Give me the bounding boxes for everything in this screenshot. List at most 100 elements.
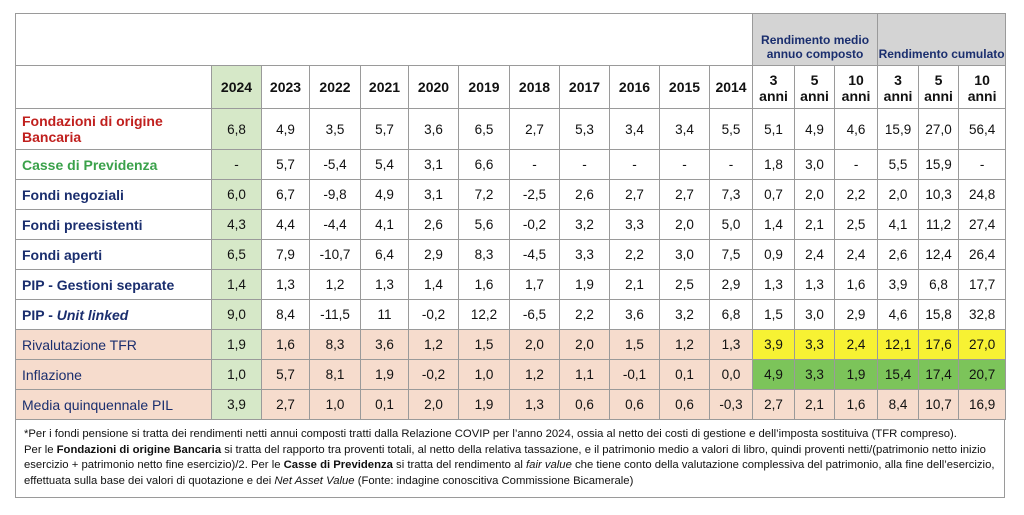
table-cell: 4,6	[877, 299, 920, 330]
table-cell: 1,6	[458, 269, 510, 300]
table-cell: 1,6	[261, 329, 310, 360]
table-cell: 17,7	[958, 269, 1007, 300]
footnote-casse: Casse di Previdenza	[283, 459, 393, 472]
row-label: Fondi aperti	[15, 239, 212, 270]
table-row: Inflazione 1,0 5,7 8,1 1,9 -0,2 1,0 1,2 1,1 -0,1 0…	[15, 359, 1007, 390]
table-cell: 0,0	[708, 359, 754, 390]
table-cell: 3,1	[408, 179, 459, 210]
table-cell: 2,2	[559, 299, 610, 330]
row-label: Rivalutazione TFR	[15, 329, 212, 360]
table-cell: 8,1	[309, 359, 361, 390]
table-cell: 6,7	[261, 179, 310, 210]
table-cell: 2,0	[559, 329, 610, 360]
table-row: Fondi preesistenti 4,3 4,4 -4,4 4,1 2,6 5,6 -0,…	[15, 209, 1007, 240]
table-cell: 3,6	[360, 329, 409, 360]
table-cell: -4,5	[509, 239, 560, 270]
row-label: Fondi negoziali	[15, 179, 212, 210]
table-cell: 6,8	[918, 269, 960, 300]
table-cell: 0,1	[659, 359, 710, 390]
table-cell: 2,1	[794, 389, 836, 420]
table-cell: 8,3	[309, 329, 361, 360]
table-cell: 3,6	[408, 108, 459, 150]
table-cell: 0,6	[559, 389, 610, 420]
table-cell: 3,9	[752, 329, 796, 360]
table-cell: -0,2	[408, 359, 459, 390]
returns-table: Rendimento medio annuo composto Rendimen…	[14, 13, 1007, 420]
table-cell: 2,7	[752, 389, 796, 420]
table-cell: 10,7	[918, 389, 960, 420]
table-cell: 1,3	[261, 269, 310, 300]
column-header: 3 anni	[877, 65, 920, 109]
table-cell: 4,9	[752, 359, 796, 390]
row-label-italic: Unit linked	[56, 306, 129, 323]
column-header: 5 anni	[794, 65, 836, 109]
column-header: 2023	[261, 65, 310, 109]
table-cell: 5,5	[708, 108, 754, 150]
column-header: 2021	[360, 65, 409, 109]
footnote-p2g: che tiene conto della valutazione comple…	[24, 459, 995, 487]
table-row: Media quinquennale PIL 3,9 2,7 1,0 0,1 2,0 1,9…	[15, 389, 1007, 420]
table-cell: 2,1	[609, 269, 660, 300]
table-cell: 2,9	[834, 299, 879, 330]
table-cell: 1,2	[659, 329, 710, 360]
table-cell: 15,9	[918, 149, 960, 180]
column-header: 2016	[609, 65, 660, 109]
table-cell: -6,5	[509, 299, 560, 330]
row-label: Media quinquennale PIL	[15, 389, 212, 420]
table-cell: 6,8	[708, 299, 754, 330]
table-cell: 11,2	[918, 209, 960, 240]
table-cell: 6,5	[211, 239, 262, 270]
table-cell: 1,9	[458, 389, 510, 420]
table-cell: 12,1	[877, 329, 920, 360]
table-cell: 3,2	[559, 209, 610, 240]
table-cell: -9,8	[309, 179, 361, 210]
table-cell: 15,4	[877, 359, 920, 390]
table-cell: 0,1	[360, 389, 409, 420]
table-cell: 5,6	[458, 209, 510, 240]
table-cell: 1,3	[708, 329, 754, 360]
table-cell: 3,6	[609, 299, 660, 330]
table-cell: 20,7	[958, 359, 1007, 390]
table-cell: 6,6	[458, 149, 510, 180]
column-header-row: 2024 2023 2022 2021 2020 2019 2018 2017 2016 2015…	[15, 65, 1007, 109]
table-cell: 56,4	[958, 108, 1007, 150]
table-cell: 5,1	[752, 108, 796, 150]
table-cell: 7,9	[261, 239, 310, 270]
table-cell: 27,0	[958, 329, 1007, 360]
table-cell: 2,0	[877, 179, 920, 210]
table-cell: 4,9	[360, 179, 409, 210]
table-cell: 6,0	[211, 179, 262, 210]
table-cell: 0,9	[752, 239, 796, 270]
table-cell: -0,3	[708, 389, 754, 420]
column-header: 2017	[559, 65, 610, 109]
table-cell: 3,1	[408, 149, 459, 180]
table-cell: 15,9	[877, 108, 920, 150]
table-cell: 8,3	[458, 239, 510, 270]
footnote-nav: Net Asset Value	[274, 474, 355, 487]
row-label-main: PIP -	[22, 306, 57, 323]
table-cell: 26,4	[958, 239, 1007, 270]
row-label: Casse di Previdenza	[15, 149, 212, 180]
table-cell: -10,7	[309, 239, 361, 270]
table-cell: -	[211, 149, 262, 180]
table-cell: 5,5	[877, 149, 920, 180]
table-cell: 2,6	[559, 179, 610, 210]
table-cell: 3,3	[794, 329, 836, 360]
column-header: 2018	[509, 65, 560, 109]
table-cell: 1,0	[211, 359, 262, 390]
table-cell: 7,2	[458, 179, 510, 210]
table-cell: 1,0	[309, 389, 361, 420]
table-cell: 2,6	[408, 209, 459, 240]
column-header: 2014	[708, 65, 754, 109]
table-cell: 27,4	[958, 209, 1007, 240]
table-cell: 0,6	[609, 389, 660, 420]
table-cell: 3,9	[877, 269, 920, 300]
column-header: 10 anni	[834, 65, 879, 109]
table-cell: 5,0	[708, 209, 754, 240]
table-row: Casse di Previdenza -5,7 -5,4 5,4 3,1 6,6- - - -…	[15, 149, 1007, 180]
table-cell: 4,1	[360, 209, 409, 240]
table-cell: 3,9	[211, 389, 262, 420]
table-row: Fondi negoziali 6,0 6,7 -9,8 4,9 3,1 7,2 -2,5 2,…	[15, 179, 1007, 210]
table-cell: 1,2	[309, 269, 361, 300]
column-header: 2022	[309, 65, 361, 109]
